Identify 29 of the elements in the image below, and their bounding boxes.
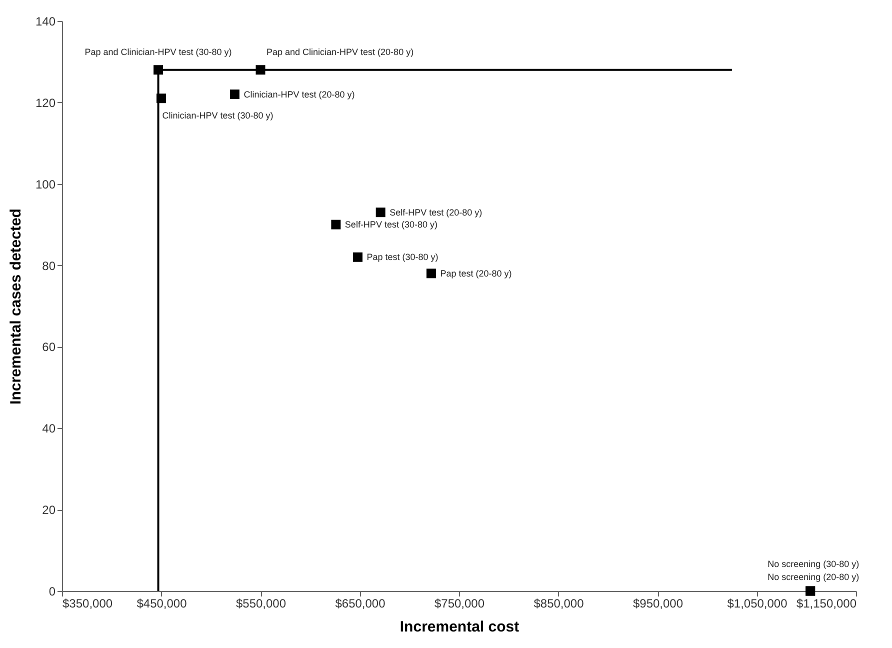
y-tick-label: 60 — [42, 340, 56, 354]
annotation: Pap and Clinician-HPV test (30-80 y) — [84, 46, 232, 57]
y-tick-label: 20 — [42, 503, 56, 518]
annotation: Self-HPV test (20-80 y) — [390, 207, 482, 218]
y-tick-label: 80 — [42, 258, 56, 273]
y-axis-title: Incremental cases detected — [7, 208, 24, 404]
y-tick-label: 120 — [35, 96, 56, 110]
x-tick-label: $750,000 — [434, 596, 485, 610]
annotation: Clinician-HPV test (20-80 y) — [244, 89, 355, 100]
annotation: Self-HPV test (30-80 y) — [344, 220, 438, 230]
annotation: Pap test (30-80 y) — [366, 252, 438, 262]
annotation: No screening (20-80 y) — [768, 572, 860, 582]
y-tick-label: 40 — [42, 422, 56, 436]
x-tick-label: $950,000 — [632, 596, 684, 610]
x-tick-label: $850,000 — [534, 596, 584, 610]
x-tick-label: $550,000 — [236, 596, 286, 610]
y-tick-label: 140 — [35, 14, 56, 28]
y-tick-label: 0 — [48, 584, 56, 598]
y-tick-label: 100 — [35, 177, 56, 192]
annotation: Clinician-HPV test (30-80 y) — [162, 110, 274, 120]
x-tick-label: $650,000 — [335, 596, 386, 610]
x-tick-label: $1,150,000 — [796, 596, 857, 610]
annotation: No screening (30-80 y) — [768, 559, 860, 569]
annotation: Pap and Clinician-HPV test (20-80 y) — [266, 46, 414, 57]
x-tick-label: $1,050,000 — [727, 596, 788, 610]
x-tick-label: $350,000 — [62, 596, 113, 610]
annotation: Pap test (20-80 y) — [440, 268, 512, 278]
x-axis-title: Incremental cost — [400, 618, 520, 636]
x-tick-label: $450,000 — [136, 596, 188, 610]
